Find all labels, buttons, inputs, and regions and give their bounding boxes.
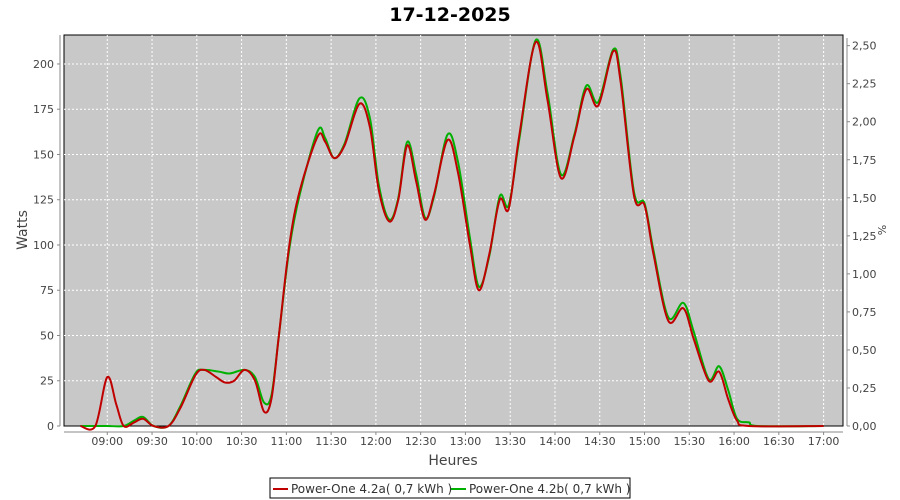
- series-line-4-2a: [80, 40, 824, 431]
- x-tick-label: 15:00: [629, 435, 661, 448]
- x-tick-label: 11:00: [271, 435, 303, 448]
- y-tick-label: 175: [33, 103, 54, 116]
- legend-label-a: Power-One 4.2a( 0,7 kWh ): [291, 482, 452, 496]
- y2-tick-label: 1,75: [852, 154, 877, 167]
- x-tick-label: 09:30: [136, 435, 168, 448]
- y2-tick-label: 1,00: [852, 268, 877, 281]
- x-tick-label: 17:00: [808, 435, 840, 448]
- x-tick-label: 12:00: [360, 435, 392, 448]
- y-tick-label: 200: [33, 58, 54, 71]
- x-tick-label: 14:30: [584, 435, 616, 448]
- y2-tick-label: 2,50: [852, 40, 877, 53]
- x-axis-label: Heures: [428, 453, 477, 469]
- y-tick-label: 100: [33, 239, 54, 252]
- y-tick-label: 50: [40, 329, 54, 342]
- y2-tick-label: 1,50: [852, 192, 877, 205]
- y-tick-label: 125: [33, 194, 54, 207]
- x-tick-label: 16:30: [763, 435, 795, 448]
- y2-tick-label: 1,25: [852, 230, 877, 243]
- y-axis-label: Watts: [15, 210, 31, 250]
- y2-tick-label: 0,75: [852, 306, 877, 319]
- plot-area: [63, 34, 844, 427]
- y2-tick-label: 0,25: [852, 382, 877, 395]
- y2-tick-label: 2,00: [852, 116, 877, 129]
- x-tick-label: 11:30: [315, 435, 347, 448]
- y-tick-label: 75: [40, 284, 54, 297]
- y-tick-label: 0: [47, 420, 54, 433]
- y-tick-label: 25: [40, 375, 54, 388]
- x-tick-label: 10:30: [226, 435, 258, 448]
- x-tick-label: 13:30: [494, 435, 526, 448]
- x-tick-label: 16:00: [718, 435, 750, 448]
- x-tick-label: 14:00: [539, 435, 571, 448]
- chart-title: 17-12-2025: [389, 4, 511, 26]
- x-tick-label: 12:30: [405, 435, 437, 448]
- legend: [269, 477, 631, 499]
- x-tick-label: 09:00: [91, 435, 123, 448]
- x-tick-label: 13:00: [450, 435, 482, 448]
- legend-label-b: Power-One 4.2b( 0,7 kWh ): [469, 482, 630, 496]
- y2-tick-label: 2,25: [852, 78, 877, 91]
- x-tick-label: 10:00: [181, 435, 213, 448]
- y-tick-label: 150: [33, 148, 54, 161]
- y2-tick-label: 0,50: [852, 344, 877, 357]
- x-tick-label: 15:30: [673, 435, 705, 448]
- y2-tick-label: 0,00: [852, 420, 877, 433]
- y2-axis-label: %: [876, 225, 889, 235]
